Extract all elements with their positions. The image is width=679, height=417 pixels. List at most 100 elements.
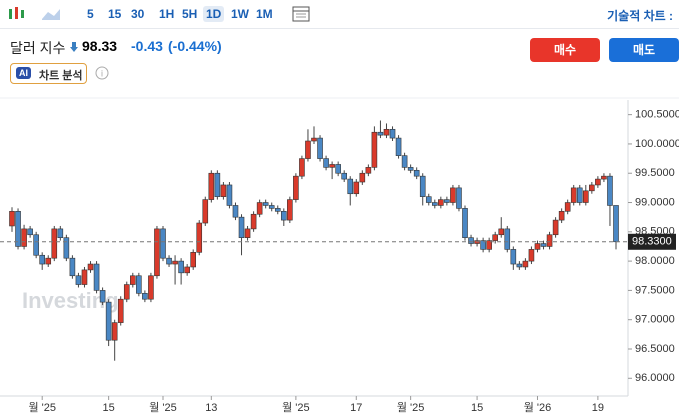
instrument-name: 달러 지수 — [10, 40, 66, 56]
buy-button[interactable]: 매수 — [530, 38, 600, 62]
candle-body — [9, 211, 15, 227]
interval-button[interactable]: 1D — [203, 6, 225, 22]
candle-body — [601, 175, 607, 180]
candle-body — [456, 187, 462, 209]
candle-body — [75, 275, 82, 285]
interval-button[interactable]: 1M — [256, 7, 273, 21]
candle-body — [540, 243, 547, 247]
candle-body — [383, 128, 390, 136]
candle-body — [184, 266, 190, 274]
last-price-box — [628, 233, 676, 250]
interval-button[interactable]: 5 — [87, 7, 94, 21]
interval-button[interactable]: 30 — [131, 7, 145, 21]
candle-body — [323, 158, 329, 168]
candle-body — [607, 175, 613, 206]
tech-chart-link[interactable]: 기술적 차트 : — [607, 9, 673, 23]
toolbar: 5 15 30 1H 5H 1D 1W 1M 기술적 차트 : — [0, 0, 679, 29]
x-tick-label: 월 '25 — [282, 401, 310, 414]
candle-body — [117, 298, 124, 323]
y-tick-label: 96.0000 — [635, 372, 675, 384]
candle-body — [347, 178, 354, 195]
chart: Investing 96.000096.500097.000097.500098… — [0, 97, 679, 414]
candle-body — [178, 260, 184, 274]
candle-body — [238, 216, 245, 238]
candle-body — [93, 263, 100, 291]
info-icon[interactable]: i — [95, 66, 109, 80]
candle-body — [172, 260, 178, 265]
candle-body — [558, 211, 565, 221]
interval-button[interactable]: 1H — [159, 7, 175, 21]
candle-body — [39, 254, 46, 265]
candle-body — [564, 202, 571, 212]
candle-body — [528, 249, 535, 262]
y-tick-label: 100.5000 — [635, 109, 679, 121]
candle-body — [377, 131, 384, 136]
candle-body — [190, 252, 196, 268]
candle-body — [202, 199, 209, 224]
candle-body — [359, 172, 366, 183]
candle-body — [160, 228, 166, 259]
x-tick-label: 15 — [103, 402, 115, 414]
x-tick-label: 19 — [592, 402, 604, 414]
y-tick-label: 99.5000 — [635, 167, 675, 179]
candle-body — [389, 128, 396, 139]
x-tick-label: 월 '25 — [397, 401, 425, 414]
sell-button[interactable]: 매도 — [609, 38, 679, 62]
x-tick-label: 13 — [205, 402, 217, 414]
candle-body — [123, 284, 130, 300]
y-tick-label: 98.0000 — [635, 255, 675, 267]
down-arrow — [70, 42, 78, 52]
candle-body — [595, 178, 601, 186]
ai-chip[interactable]: AI 차트 분석 — [10, 63, 87, 84]
candle-body — [21, 228, 27, 247]
candle-body — [51, 228, 58, 259]
candle-body — [401, 155, 408, 168]
y-tick-label: 99.0000 — [635, 196, 675, 208]
x-tick-label: 17 — [350, 402, 362, 414]
interval-button[interactable]: 1W — [231, 7, 249, 21]
toolbar-icons — [9, 7, 60, 20]
candle-body — [613, 205, 619, 243]
candle-body — [516, 263, 523, 268]
svg-text:i: i — [101, 68, 103, 78]
candle-body — [462, 208, 468, 238]
candle-body — [99, 290, 106, 303]
candle-body — [582, 190, 589, 203]
candle-body — [498, 228, 505, 236]
candle-body — [311, 137, 317, 142]
layout-icon[interactable] — [290, 4, 312, 24]
candle-body — [87, 263, 94, 271]
candle-body — [293, 175, 299, 200]
change-pct: (-0.44%) — [168, 38, 222, 54]
candle-body — [353, 181, 360, 195]
change: -0.43 — [131, 38, 163, 54]
x-tick-label: 월 '25 — [28, 401, 56, 414]
y-tick-label: 97.0000 — [635, 314, 675, 326]
price: 98.33 — [82, 38, 118, 54]
candle-body — [317, 137, 323, 159]
candle-body — [33, 234, 39, 256]
candle-body — [522, 260, 529, 268]
candle-body — [419, 175, 426, 197]
interval-button[interactable]: 5H — [182, 7, 198, 21]
candle-body — [365, 167, 372, 174]
candle-body — [287, 199, 293, 221]
candle-body — [480, 240, 486, 250]
candle-body — [130, 275, 136, 285]
candle-body — [57, 228, 64, 238]
candle-body — [208, 172, 215, 200]
candle-body — [154, 228, 160, 277]
candle-body — [262, 202, 269, 206]
interval-button[interactable]: 15 — [108, 7, 122, 21]
candle-body — [244, 228, 251, 238]
candle-body — [111, 322, 118, 341]
x-tick-label: 15 — [471, 402, 483, 414]
candle-body — [256, 202, 263, 215]
candle-body — [15, 211, 21, 247]
candle-body — [341, 172, 348, 180]
candle-body — [468, 237, 474, 244]
candle-body — [305, 140, 311, 159]
candle-body — [166, 257, 172, 265]
candle-body — [492, 234, 499, 241]
